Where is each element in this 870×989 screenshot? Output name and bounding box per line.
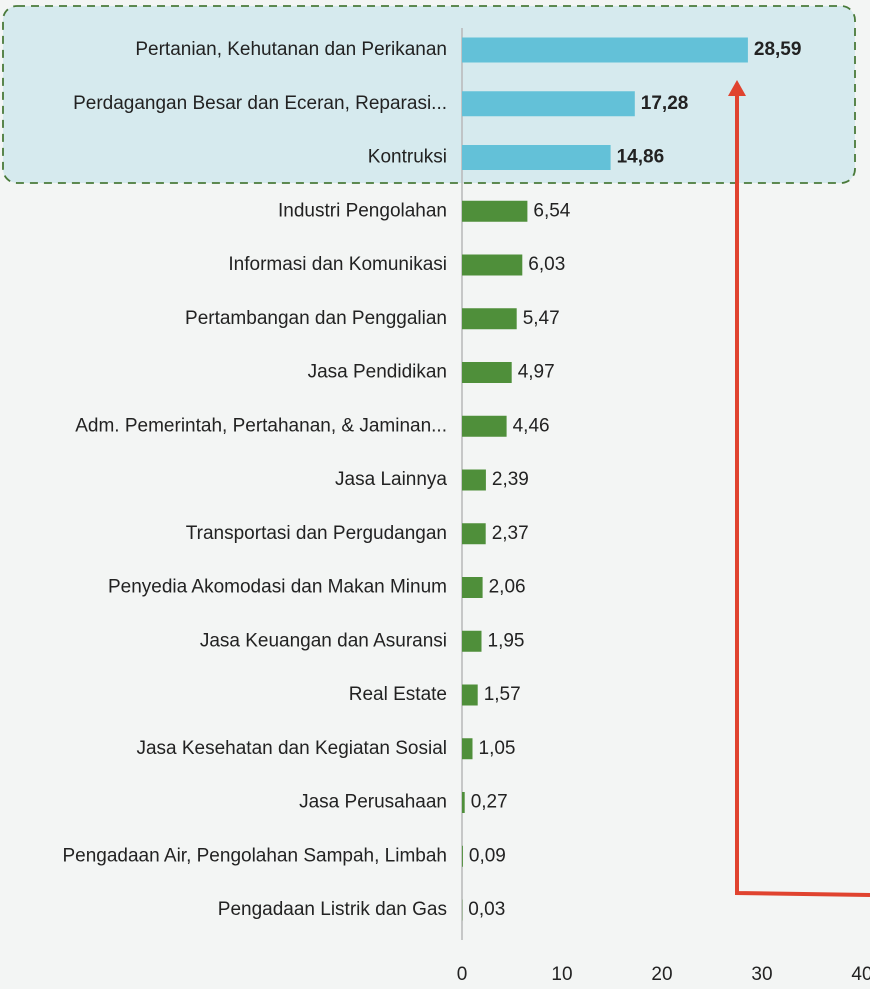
value-label: 1,05 (479, 738, 516, 759)
x-tick-label: 30 (751, 964, 772, 985)
value-label: 0,09 (469, 845, 506, 866)
category-label: Real Estate (349, 684, 447, 705)
value-label: 14,86 (617, 147, 665, 168)
bar (462, 792, 465, 813)
bar (462, 91, 635, 117)
bar (462, 254, 523, 276)
arrow (735, 92, 870, 897)
category-label: Jasa Perusahaan (299, 792, 447, 813)
x-tick-label: 10 (551, 964, 572, 985)
value-label: 2,37 (492, 523, 529, 544)
bar (462, 630, 482, 652)
arrow-head (728, 80, 746, 96)
value-label: 17,28 (641, 93, 689, 114)
x-tick-label: 0 (457, 964, 468, 985)
value-label: 0,27 (471, 792, 508, 813)
category-label: Pengadaan Air, Pengolahan Sampah, Limbah (62, 845, 447, 866)
value-label: 5,47 (523, 308, 560, 329)
category-label: Pengadaan Listrik dan Gas (218, 899, 447, 920)
bar (462, 37, 748, 63)
category-label: Transportasi dan Pergudangan (186, 523, 447, 544)
value-label: 4,97 (518, 362, 555, 383)
category-label: Pertambangan dan Penggalian (185, 308, 447, 329)
bar (462, 415, 507, 437)
bar (462, 684, 478, 706)
value-label: 0,03 (468, 899, 505, 920)
category-label: Jasa Pendidikan (308, 362, 447, 383)
value-label: 1,57 (484, 684, 521, 705)
x-tick-label: 40 (851, 964, 870, 985)
bar (462, 845, 463, 867)
value-label: 2,39 (492, 469, 529, 490)
bar (462, 523, 486, 545)
category-label: Jasa Keuangan dan Asuransi (200, 630, 447, 651)
value-label: 6,03 (528, 254, 565, 275)
value-label: 2,06 (489, 577, 526, 598)
category-label: Pertanian, Kehutanan dan Perikanan (135, 39, 447, 60)
value-label: 4,46 (513, 415, 550, 436)
bar (462, 738, 473, 760)
category-label: Penyedia Akomodasi dan Makan Minum (108, 577, 447, 598)
bar (462, 145, 611, 170)
category-label: Industri Pengolahan (278, 200, 447, 221)
x-tick-label: 20 (651, 964, 672, 985)
bar (462, 469, 486, 491)
bar (462, 577, 483, 598)
value-label: 1,95 (488, 630, 525, 651)
bar (462, 308, 517, 330)
category-label: Informasi dan Komunikasi (228, 254, 447, 275)
category-label: Perdagangan Besar dan Eceran, Reparasi..… (73, 93, 447, 114)
category-label: Kontruksi (368, 147, 447, 168)
value-label: 6,54 (533, 200, 570, 221)
category-label: Adm. Pemerintah, Pertahanan, & Jaminan..… (75, 415, 447, 436)
category-label: Jasa Kesehatan dan Kegiatan Sosial (136, 738, 447, 759)
category-label: Jasa Lainnya (335, 469, 447, 490)
bar (462, 200, 528, 222)
value-label: 28,59 (754, 39, 802, 60)
bar (462, 362, 512, 383)
